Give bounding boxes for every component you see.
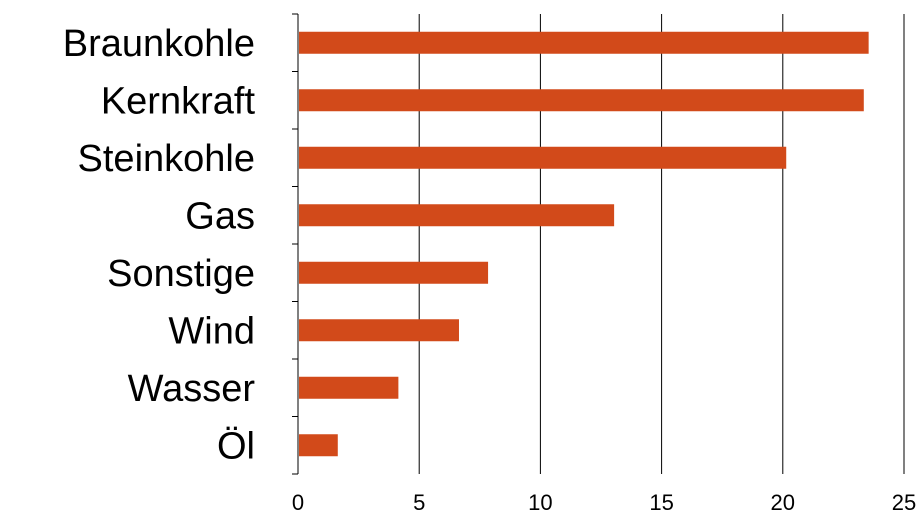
category-labels: Braunkohle Kernkraft Steinkohle Gas Sonstige… [63,23,256,468]
x-tick-label: 20 [771,490,795,515]
x-tick-label: 15 [649,490,673,515]
category-label: Steinkohle [78,138,255,180]
bar [299,146,787,169]
bar [299,261,489,284]
x-tick-label: 10 [528,490,552,515]
bar [299,319,459,342]
category-label: Sonstige [107,253,255,295]
bar [299,204,615,227]
category-label: Öl [217,425,255,467]
category-label: Gas [185,195,255,237]
bar [299,89,864,112]
category-label: Braunkohle [63,23,255,65]
bar [299,376,399,399]
bar [299,31,869,54]
bar [299,434,338,457]
axes [292,13,299,475]
bars [299,31,869,457]
x-tick-label: 25 [892,490,916,515]
category-label: Kernkraft [101,80,256,122]
category-label: Wind [168,310,255,352]
x-tick-labels: 0 5 10 15 20 25 [292,490,916,515]
gridlines [418,14,905,474]
x-tick-label: 0 [292,490,304,515]
x-tick-label: 5 [413,490,425,515]
category-label: Wasser [128,368,256,410]
